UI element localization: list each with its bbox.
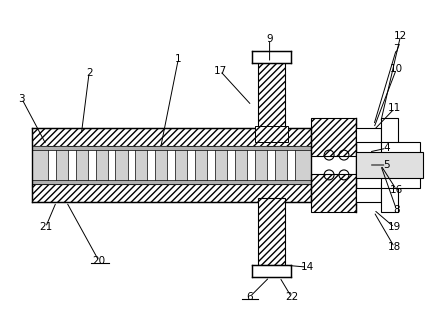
Text: 17: 17 — [214, 66, 227, 76]
Bar — [356, 188, 381, 202]
Text: 19: 19 — [388, 222, 401, 233]
Bar — [255, 126, 288, 142]
Text: 22: 22 — [285, 292, 298, 302]
Text: 10: 10 — [390, 64, 403, 74]
Text: 14: 14 — [301, 262, 314, 272]
Bar — [258, 61, 285, 128]
Text: 11: 11 — [388, 104, 401, 114]
Text: 8: 8 — [393, 205, 400, 215]
Bar — [356, 128, 381, 142]
Bar — [227, 146, 235, 184]
Text: 3: 3 — [19, 93, 25, 104]
Text: 18: 18 — [388, 242, 401, 252]
Bar — [258, 198, 285, 265]
Text: 12: 12 — [394, 31, 407, 41]
Text: 20: 20 — [93, 256, 105, 266]
Bar — [31, 180, 311, 184]
Bar — [381, 142, 420, 158]
Bar — [381, 172, 420, 188]
Bar — [381, 118, 399, 148]
Bar — [31, 146, 311, 150]
Bar — [252, 265, 291, 277]
Text: 1: 1 — [175, 54, 182, 64]
Text: 2: 2 — [86, 68, 93, 78]
Bar — [247, 146, 255, 184]
Bar — [148, 146, 155, 184]
Bar — [31, 184, 311, 202]
Text: 5: 5 — [383, 160, 390, 170]
Bar — [108, 146, 116, 184]
Text: 21: 21 — [39, 222, 52, 233]
Bar — [187, 146, 195, 184]
Bar — [267, 146, 275, 184]
Bar — [288, 146, 295, 184]
Bar — [31, 146, 311, 184]
Bar — [88, 146, 96, 184]
Bar — [128, 146, 136, 184]
Bar — [48, 146, 55, 184]
Bar — [68, 146, 75, 184]
Bar — [31, 128, 311, 146]
Bar — [311, 174, 356, 212]
Bar — [252, 51, 291, 63]
Bar — [311, 118, 356, 156]
Text: 6: 6 — [246, 292, 253, 302]
Text: 7: 7 — [393, 44, 400, 54]
Bar — [381, 182, 399, 212]
Text: 16: 16 — [390, 185, 403, 195]
Bar — [207, 146, 215, 184]
Bar — [167, 146, 175, 184]
Text: 4: 4 — [383, 143, 390, 153]
Text: 9: 9 — [266, 34, 273, 44]
Bar — [356, 152, 423, 178]
